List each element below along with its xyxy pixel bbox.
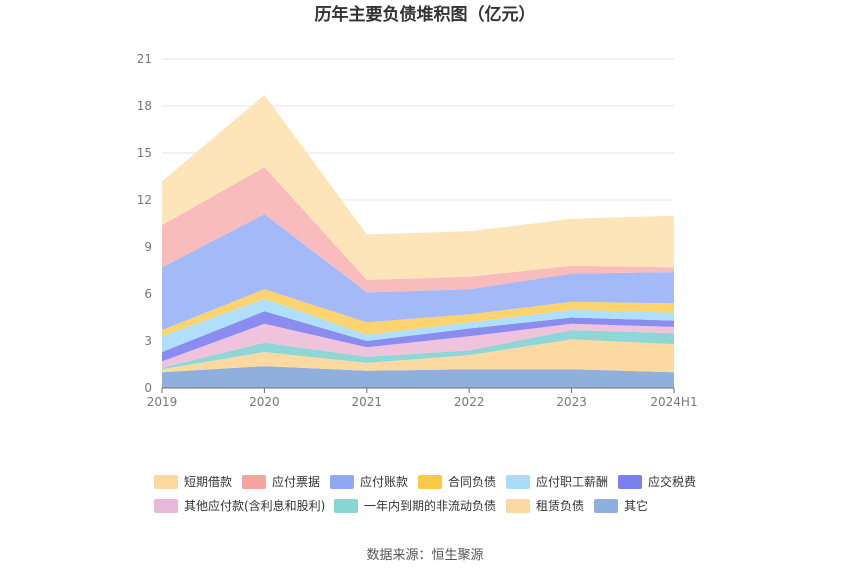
legend-item[interactable]: 应付账款 [330,474,408,489]
x-tick-label: 2019 [147,395,178,409]
y-tick-label: 18 [137,99,152,113]
area-series-5 [162,298,674,352]
y-tick-label: 9 [144,240,152,254]
area-series-4 [162,311,674,362]
chart-title: 历年主要负债堆积图（亿元） [315,4,536,25]
y-tick-label: 21 [137,52,152,66]
legend-label: 其他应付款(含利息和股利) [184,498,325,513]
area-series-3 [162,323,674,368]
legend-label: 应付账款 [360,474,408,489]
area-series-6 [162,289,674,337]
legend-label: 应付职工薪酬 [536,474,608,489]
axes: 0 3 6 9 12 15 18 21 2019 2020 2021 2022 2023 2024H1 [137,52,698,409]
y-tick-label: 6 [144,287,152,301]
legend-swatch [506,499,530,513]
legend-item[interactable]: 短期借款 [154,475,232,489]
legend-item[interactable]: 其它 [594,498,648,513]
legend-item[interactable]: 应交税费 [618,474,696,489]
legend-swatch [154,475,178,489]
x-tick-label: 2020 [249,395,280,409]
legend-swatch [242,475,266,489]
area-series-8 [162,167,674,293]
legend-item[interactable]: 应付票据 [242,474,320,489]
area-series-0 [162,366,674,388]
legend-label: 合同负债 [448,474,496,489]
legend-swatch [334,499,358,513]
legend-item[interactable]: 其他应付款(含利息和股利) [154,498,325,513]
area-series [162,95,674,388]
legend-label: 租赁负债 [536,499,584,513]
legend-label: 应交税费 [648,474,696,489]
x-tick-label: 2023 [556,395,587,409]
y-tick-label: 15 [137,146,152,160]
legend-label: 短期借款 [184,475,232,489]
x-tick-label: 2021 [352,395,383,409]
y-tick-label: 0 [144,381,152,395]
area-series-2 [162,330,674,370]
legend-item[interactable]: 一年内到期的非流动负债 [334,498,496,513]
area-series-1 [162,339,674,373]
legend-swatch [154,499,178,513]
area-series-9 [162,95,674,280]
legend-item[interactable]: 租赁负债 [506,499,584,513]
legend-swatch [418,475,442,489]
legend-swatch [506,475,530,489]
x-tick-label: 2024H1 [650,395,697,409]
legend-item[interactable]: 应付职工薪酬 [506,474,608,489]
y-tick-label: 12 [137,193,152,207]
legend-label: 其它 [624,498,648,513]
legend-swatch [594,499,618,513]
legend-label: 应付票据 [272,474,320,489]
legend-label: 一年内到期的非流动负债 [364,498,496,513]
legend-swatch [618,475,642,489]
data-source: 数据来源：恒生聚源 [366,548,483,563]
legend-item[interactable]: 合同负债 [418,474,496,489]
y-tick-label: 3 [144,334,152,348]
x-tick-label: 2022 [454,395,485,409]
area-series-7 [162,214,674,330]
legend-swatch [330,475,354,489]
